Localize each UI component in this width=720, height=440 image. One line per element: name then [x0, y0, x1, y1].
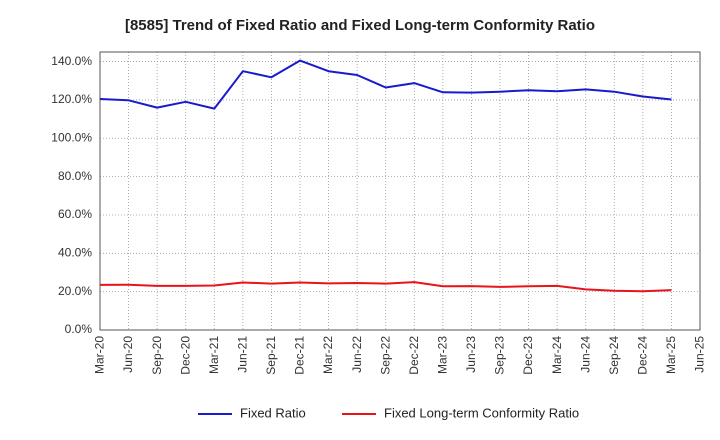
series-group: [99, 59, 672, 293]
x-tick-label: Sep-21: [264, 336, 278, 375]
chart-title: [8585] Trend of Fixed Ratio and Fixed Lo…: [125, 17, 595, 34]
y-tick-label: 80.0%: [58, 169, 92, 183]
x-tick-label: Jun-22: [350, 336, 364, 373]
x-tick-label: Sep-20: [150, 336, 164, 375]
x-tick-label: Mar-24: [550, 336, 564, 374]
y-tick-label: 100.0%: [51, 130, 92, 144]
x-tick-label: Jun-20: [121, 336, 135, 373]
y-tick-label: 140.0%: [51, 54, 92, 68]
x-tick-label: Sep-23: [493, 336, 507, 375]
x-tick-label: Sep-22: [378, 336, 392, 375]
x-tick-label: Jun-25: [693, 336, 707, 373]
series-line-fixed-long-term-conformity-ratio: [99, 281, 672, 293]
x-tick-label: Dec-20: [178, 336, 192, 375]
y-tick-label: 40.0%: [58, 245, 92, 259]
y-tick-label: 120.0%: [51, 92, 92, 106]
plot-area-frame: [99, 51, 701, 331]
y-tick-label: 20.0%: [58, 284, 92, 298]
y-tick-label: 60.0%: [58, 207, 92, 221]
x-tick-label: Sep-24: [607, 336, 621, 375]
x-axis: Mar-20 Jun-20 Sep-20 Dec-20 Mar-21 Jun-21 Sep-…: [93, 336, 707, 375]
x-tick-label: Mar-23: [436, 336, 450, 374]
y-axis: 0.0% 20.0% 40.0% 60.0% 80.0% 100.0% 120.0% 140.…: [51, 54, 92, 336]
series-line-fixed-ratio: [99, 59, 672, 110]
x-tick-label: Mar-21: [207, 336, 221, 374]
x-tick-label: Jun-21: [236, 336, 250, 373]
y-tick-label: 0.0%: [65, 322, 93, 336]
x-tick-label: Mar-25: [664, 336, 678, 374]
x-tick-label: Dec-24: [636, 336, 650, 375]
x-tick-label: Dec-23: [521, 336, 535, 375]
x-tick-label: Jun-24: [578, 336, 592, 373]
x-tick-label: Mar-22: [321, 336, 335, 374]
x-tick-label: Dec-21: [293, 336, 307, 375]
legend-label-fixed-long-term-conformity-ratio: Fixed Long-term Conformity Ratio: [384, 405, 579, 420]
x-tick-label: Mar-20: [93, 336, 107, 374]
legend-label-fixed-ratio: Fixed Ratio: [240, 405, 306, 420]
x-tick-label: Jun-23: [464, 336, 478, 373]
grid: [100, 52, 700, 330]
legend: Fixed Ratio Fixed Long-term Conformity Ra…: [198, 405, 579, 420]
x-tick-label: Dec-22: [407, 336, 421, 375]
